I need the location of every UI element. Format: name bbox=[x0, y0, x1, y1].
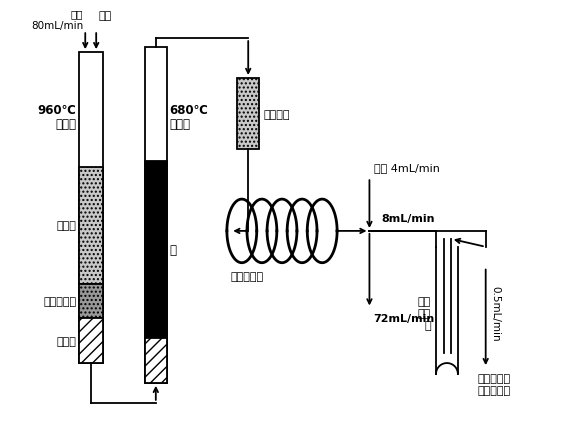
Bar bbox=[145, 339, 167, 383]
Bar bbox=[79, 284, 103, 319]
Text: 960℃: 960℃ bbox=[38, 103, 77, 116]
Bar bbox=[145, 162, 167, 339]
Text: 气相色谱柱: 气相色谱柱 bbox=[230, 271, 263, 281]
Bar bbox=[237, 79, 259, 150]
Text: 氯气 4mL/min: 氯气 4mL/min bbox=[374, 163, 440, 173]
Text: 8mL/min: 8mL/min bbox=[381, 214, 435, 224]
Text: 还原炉: 还原炉 bbox=[169, 117, 191, 130]
Text: 开式
分流
管: 开式 分流 管 bbox=[418, 297, 431, 330]
Text: 镀銀氧化魈: 镀銀氧化魈 bbox=[43, 296, 77, 306]
Text: 氧化炉: 氧化炉 bbox=[55, 117, 77, 130]
Text: 氧化钓: 氧化钓 bbox=[56, 221, 77, 231]
Text: 石英棉: 石英棉 bbox=[56, 336, 77, 346]
Bar bbox=[145, 48, 167, 383]
Text: 氯气
80mL/min: 氯气 80mL/min bbox=[31, 9, 83, 31]
Text: 72mL/min: 72mL/min bbox=[373, 314, 435, 324]
Text: 0.5mL/min: 0.5mL/min bbox=[491, 285, 501, 340]
Text: 680℃: 680℃ bbox=[169, 103, 209, 116]
Bar bbox=[79, 319, 103, 363]
Bar bbox=[79, 168, 103, 284]
Text: 高氯酸镁: 高氯酸镁 bbox=[263, 109, 289, 119]
Bar bbox=[79, 53, 103, 363]
Text: 样品: 样品 bbox=[98, 11, 111, 21]
Text: 气体同位素
比值质谱仪: 气体同位素 比值质谱仪 bbox=[478, 373, 511, 395]
Text: 铜: 铜 bbox=[169, 244, 177, 256]
